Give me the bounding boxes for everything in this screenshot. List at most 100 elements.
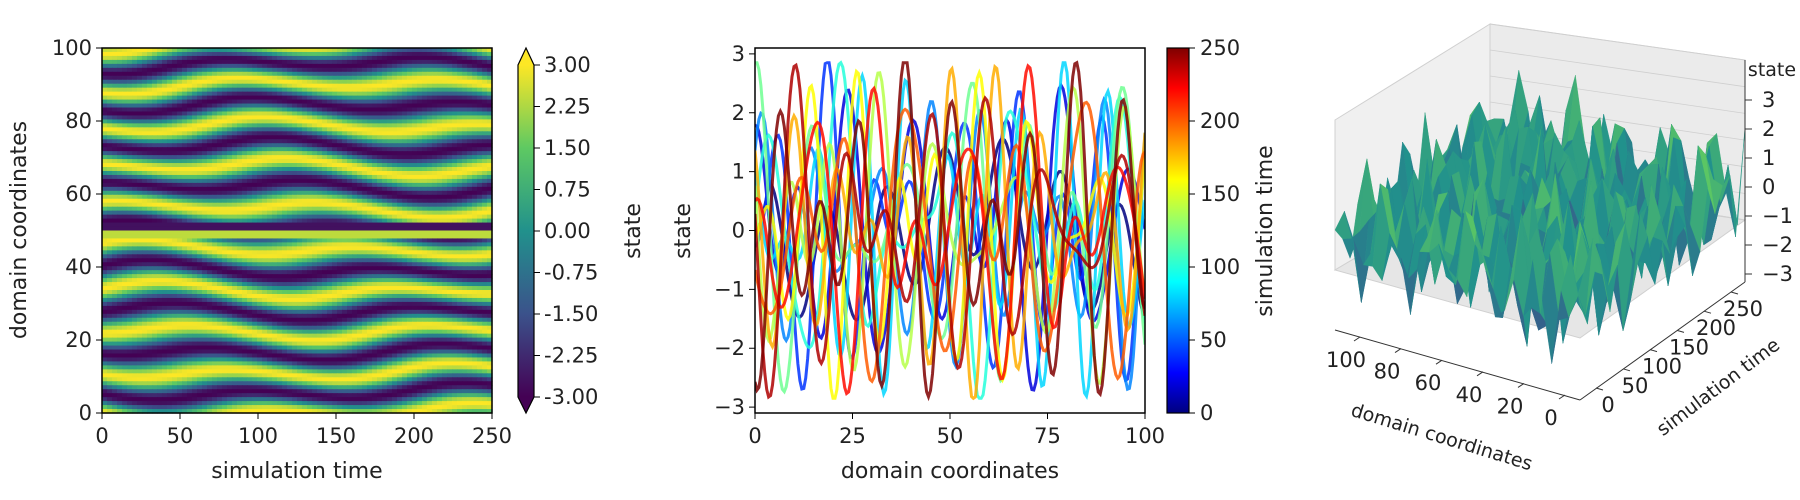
heatmap-cell — [462, 293, 468, 299]
heatmap-cell — [287, 250, 293, 255]
heatmap-cell — [177, 178, 183, 184]
heatmap-cell — [197, 293, 203, 299]
heatmap-cell — [367, 182, 373, 188]
heatmap-cell — [417, 194, 423, 200]
heatmap-cell — [337, 123, 343, 128]
heatmap-cell — [382, 194, 388, 200]
heatmap-cell — [382, 67, 388, 73]
heatmap-cell — [187, 107, 193, 113]
heatmap-cell — [342, 95, 348, 101]
heatmap-cell — [112, 206, 118, 212]
heatmap-cell — [457, 155, 463, 160]
heatmap-cell — [157, 107, 163, 113]
heatmap-cell — [467, 139, 473, 144]
heatmap-cell — [452, 115, 458, 121]
heatmap-cell — [332, 258, 338, 263]
heatmap-cell — [242, 214, 248, 220]
heatmap-cell — [282, 59, 288, 65]
heatmap-cell — [137, 250, 143, 255]
heatmap-cell — [342, 278, 348, 283]
heatmap-cell — [127, 95, 133, 101]
heatmap-cell — [482, 151, 488, 156]
heatmap-cell — [132, 230, 138, 236]
heatmap-cell — [477, 51, 483, 57]
heatmap-cell — [407, 242, 413, 247]
heatmap-cell — [442, 210, 448, 216]
heatmap-cell — [122, 139, 128, 144]
heatmap-cell — [162, 151, 168, 156]
heatmap-cell — [362, 282, 368, 287]
heatmap-cell — [397, 111, 403, 117]
heatmap-cell — [407, 297, 413, 303]
heatmap-cell — [327, 91, 333, 97]
heatmap-cell — [117, 254, 123, 259]
heatmap-cell — [397, 290, 403, 295]
heatmap-cell — [477, 143, 483, 148]
heatmap-cell — [242, 63, 248, 69]
heatmap-cell — [467, 71, 473, 77]
heatmap-cell — [112, 182, 118, 188]
heatmap-cell — [447, 119, 453, 124]
heatmap-cell — [267, 155, 273, 160]
heatmap-cell — [437, 234, 443, 240]
heatmap-cell — [292, 143, 298, 148]
heatmap-cell — [117, 139, 123, 144]
heatmap-cell — [337, 290, 343, 295]
heatmap-cell — [472, 214, 478, 220]
heatmap-cell — [352, 210, 358, 216]
heatmap-cell — [482, 51, 488, 57]
heatmap-cell — [337, 67, 343, 73]
heatmap-cell — [152, 131, 158, 136]
heatmap-cell — [197, 151, 203, 156]
heatmap-cell — [247, 270, 253, 275]
heatmap-cell — [107, 186, 113, 192]
heatmap-cell — [267, 258, 273, 263]
heatmap-cell — [307, 167, 313, 172]
heatmap-cell — [312, 293, 318, 299]
heatmap-cell — [287, 242, 293, 247]
heatmap-cell — [217, 178, 223, 184]
heatmap-cell — [232, 79, 238, 85]
heatmap-cell — [137, 238, 143, 243]
heatmap-cell — [442, 286, 448, 291]
heatmap-cell — [217, 246, 223, 251]
heatmap-cell — [267, 63, 273, 69]
heatmap-cell — [257, 119, 263, 124]
heatmap-cell — [232, 151, 238, 156]
heatmap-cell — [207, 194, 213, 200]
heatmap-cell — [202, 159, 208, 164]
heatmap-cell — [462, 198, 468, 204]
heatmap-cell — [477, 198, 483, 204]
heatmap-cell — [182, 71, 188, 77]
heatmap-cell — [407, 51, 413, 57]
heatmap-cell — [207, 270, 213, 275]
heatmap-cell — [307, 198, 313, 204]
heatmap-cell — [352, 163, 358, 168]
heatmap-cell — [212, 79, 218, 85]
heatmap-cell — [132, 274, 138, 279]
heatmap-cell — [212, 186, 218, 192]
heatmap-cell — [387, 151, 393, 156]
heatmap-cell — [417, 143, 423, 148]
heatmap-cell — [212, 87, 218, 93]
heatmap-cell — [412, 286, 418, 291]
heatmap-cell — [202, 63, 208, 69]
heatmap-cell — [332, 48, 338, 53]
heatmap-cell — [322, 75, 328, 81]
heatmap-cell — [252, 111, 258, 117]
heatmap-cell — [332, 119, 338, 124]
heatmap-cell — [477, 127, 483, 132]
heatmap-cell — [472, 91, 478, 97]
heatmap-cell — [132, 139, 138, 144]
heatmap-cell — [402, 226, 408, 232]
heatmap-cell — [457, 226, 463, 232]
heatmap-cell — [482, 170, 488, 176]
heatmap-cell — [482, 254, 488, 259]
heatmap-cell — [237, 59, 243, 65]
heatmap-cell — [242, 178, 248, 184]
heatmap-cell — [482, 71, 488, 77]
heatmap-cell — [272, 293, 278, 299]
heatmap-cell — [457, 163, 463, 168]
heatmap-cell — [187, 202, 193, 208]
heatmap-cell — [147, 127, 153, 132]
